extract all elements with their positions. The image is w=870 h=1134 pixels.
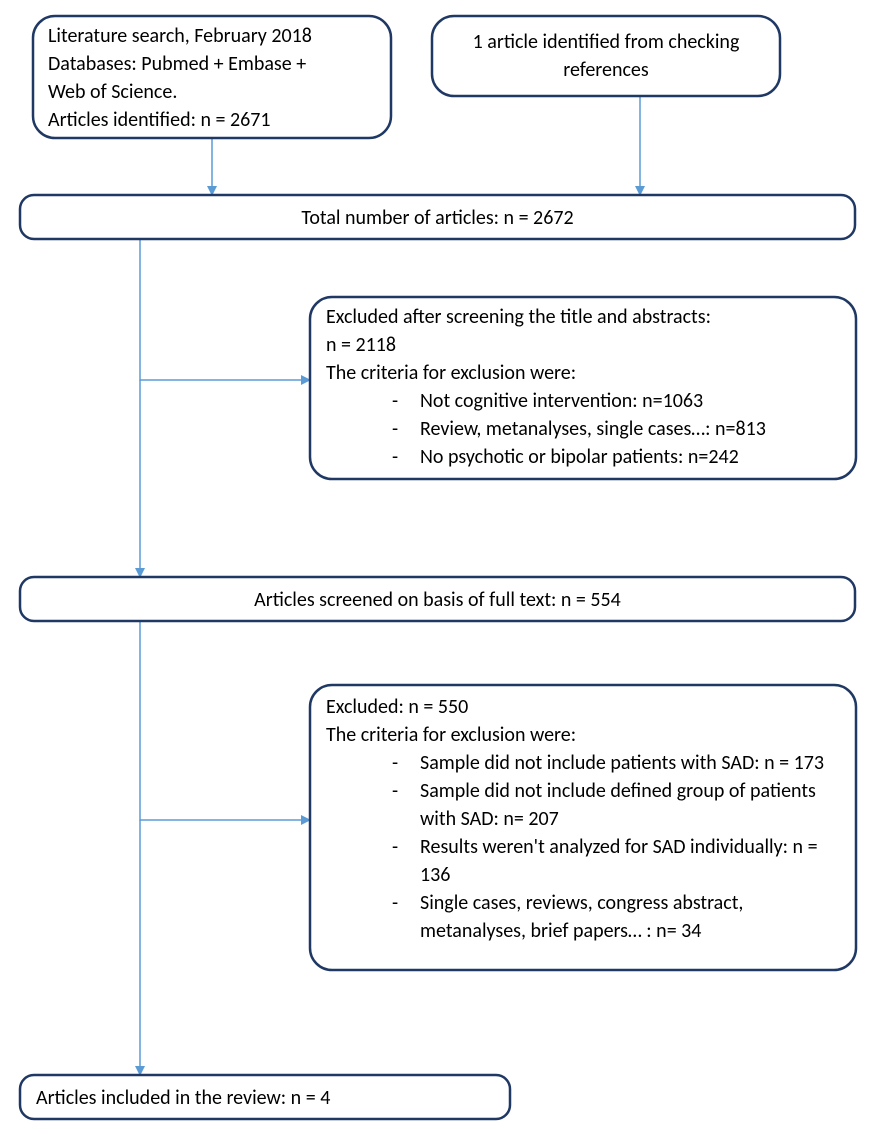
bullet-text: No psychotic or bipolar patients: n=242: [420, 445, 739, 469]
flow-arrow: [140, 239, 310, 380]
flow-text: Articles included in the review: n = 4: [36, 1086, 330, 1110]
bullet-dash: -: [392, 891, 398, 915]
flow-text: Total number of articles: n = 2672: [301, 206, 573, 230]
flow-arrow: [140, 621, 310, 820]
bullet-dash: -: [392, 835, 398, 859]
bullet-text: Review, metanalyses, single cases…: n=81…: [420, 417, 766, 441]
bullet-text: Sample did not include patients with SAD…: [420, 751, 824, 775]
bullet-text: metanalyses, brief papers… : n= 34: [420, 919, 701, 943]
bullet-text: 136: [420, 863, 450, 887]
flow-text: Literature search, February 2018: [48, 24, 312, 48]
bullet-text: Not cognitive intervention: n=1063: [420, 389, 703, 413]
bullet-text: Single cases, reviews, congress abstract…: [420, 891, 743, 915]
flow-text: Excluded: n = 550: [326, 695, 468, 719]
flow-box-ref_check: [432, 16, 780, 96]
flow-text: 1 article identified from checking: [473, 30, 740, 54]
flow-text: Articles screened on basis of full text:…: [254, 588, 621, 612]
bullet-dash: -: [392, 751, 398, 775]
flow-text: The criteria for exclusion were:: [326, 723, 576, 747]
bullet-dash: -: [392, 389, 398, 413]
bullet-text: Sample did not include defined group of …: [420, 779, 816, 803]
flow-text: Excluded after screening the title and a…: [326, 305, 711, 329]
bullet-dash: -: [392, 417, 398, 441]
flow-text: references: [563, 58, 649, 82]
bullet-text: Results weren't analyzed for SAD individ…: [420, 835, 818, 859]
flow-text: Articles identified: n = 2671: [48, 108, 271, 132]
bullet-dash: -: [392, 445, 398, 469]
flow-text: n = 2118: [326, 333, 396, 357]
bullet-dash: -: [392, 779, 398, 803]
flow-text: Databases: Pubmed + Embase +: [48, 52, 306, 76]
flow-text: Web of Science.: [48, 80, 177, 104]
bullet-text: with SAD: n= 207: [420, 807, 559, 831]
flow-text: The criteria for exclusion were:: [326, 361, 576, 385]
